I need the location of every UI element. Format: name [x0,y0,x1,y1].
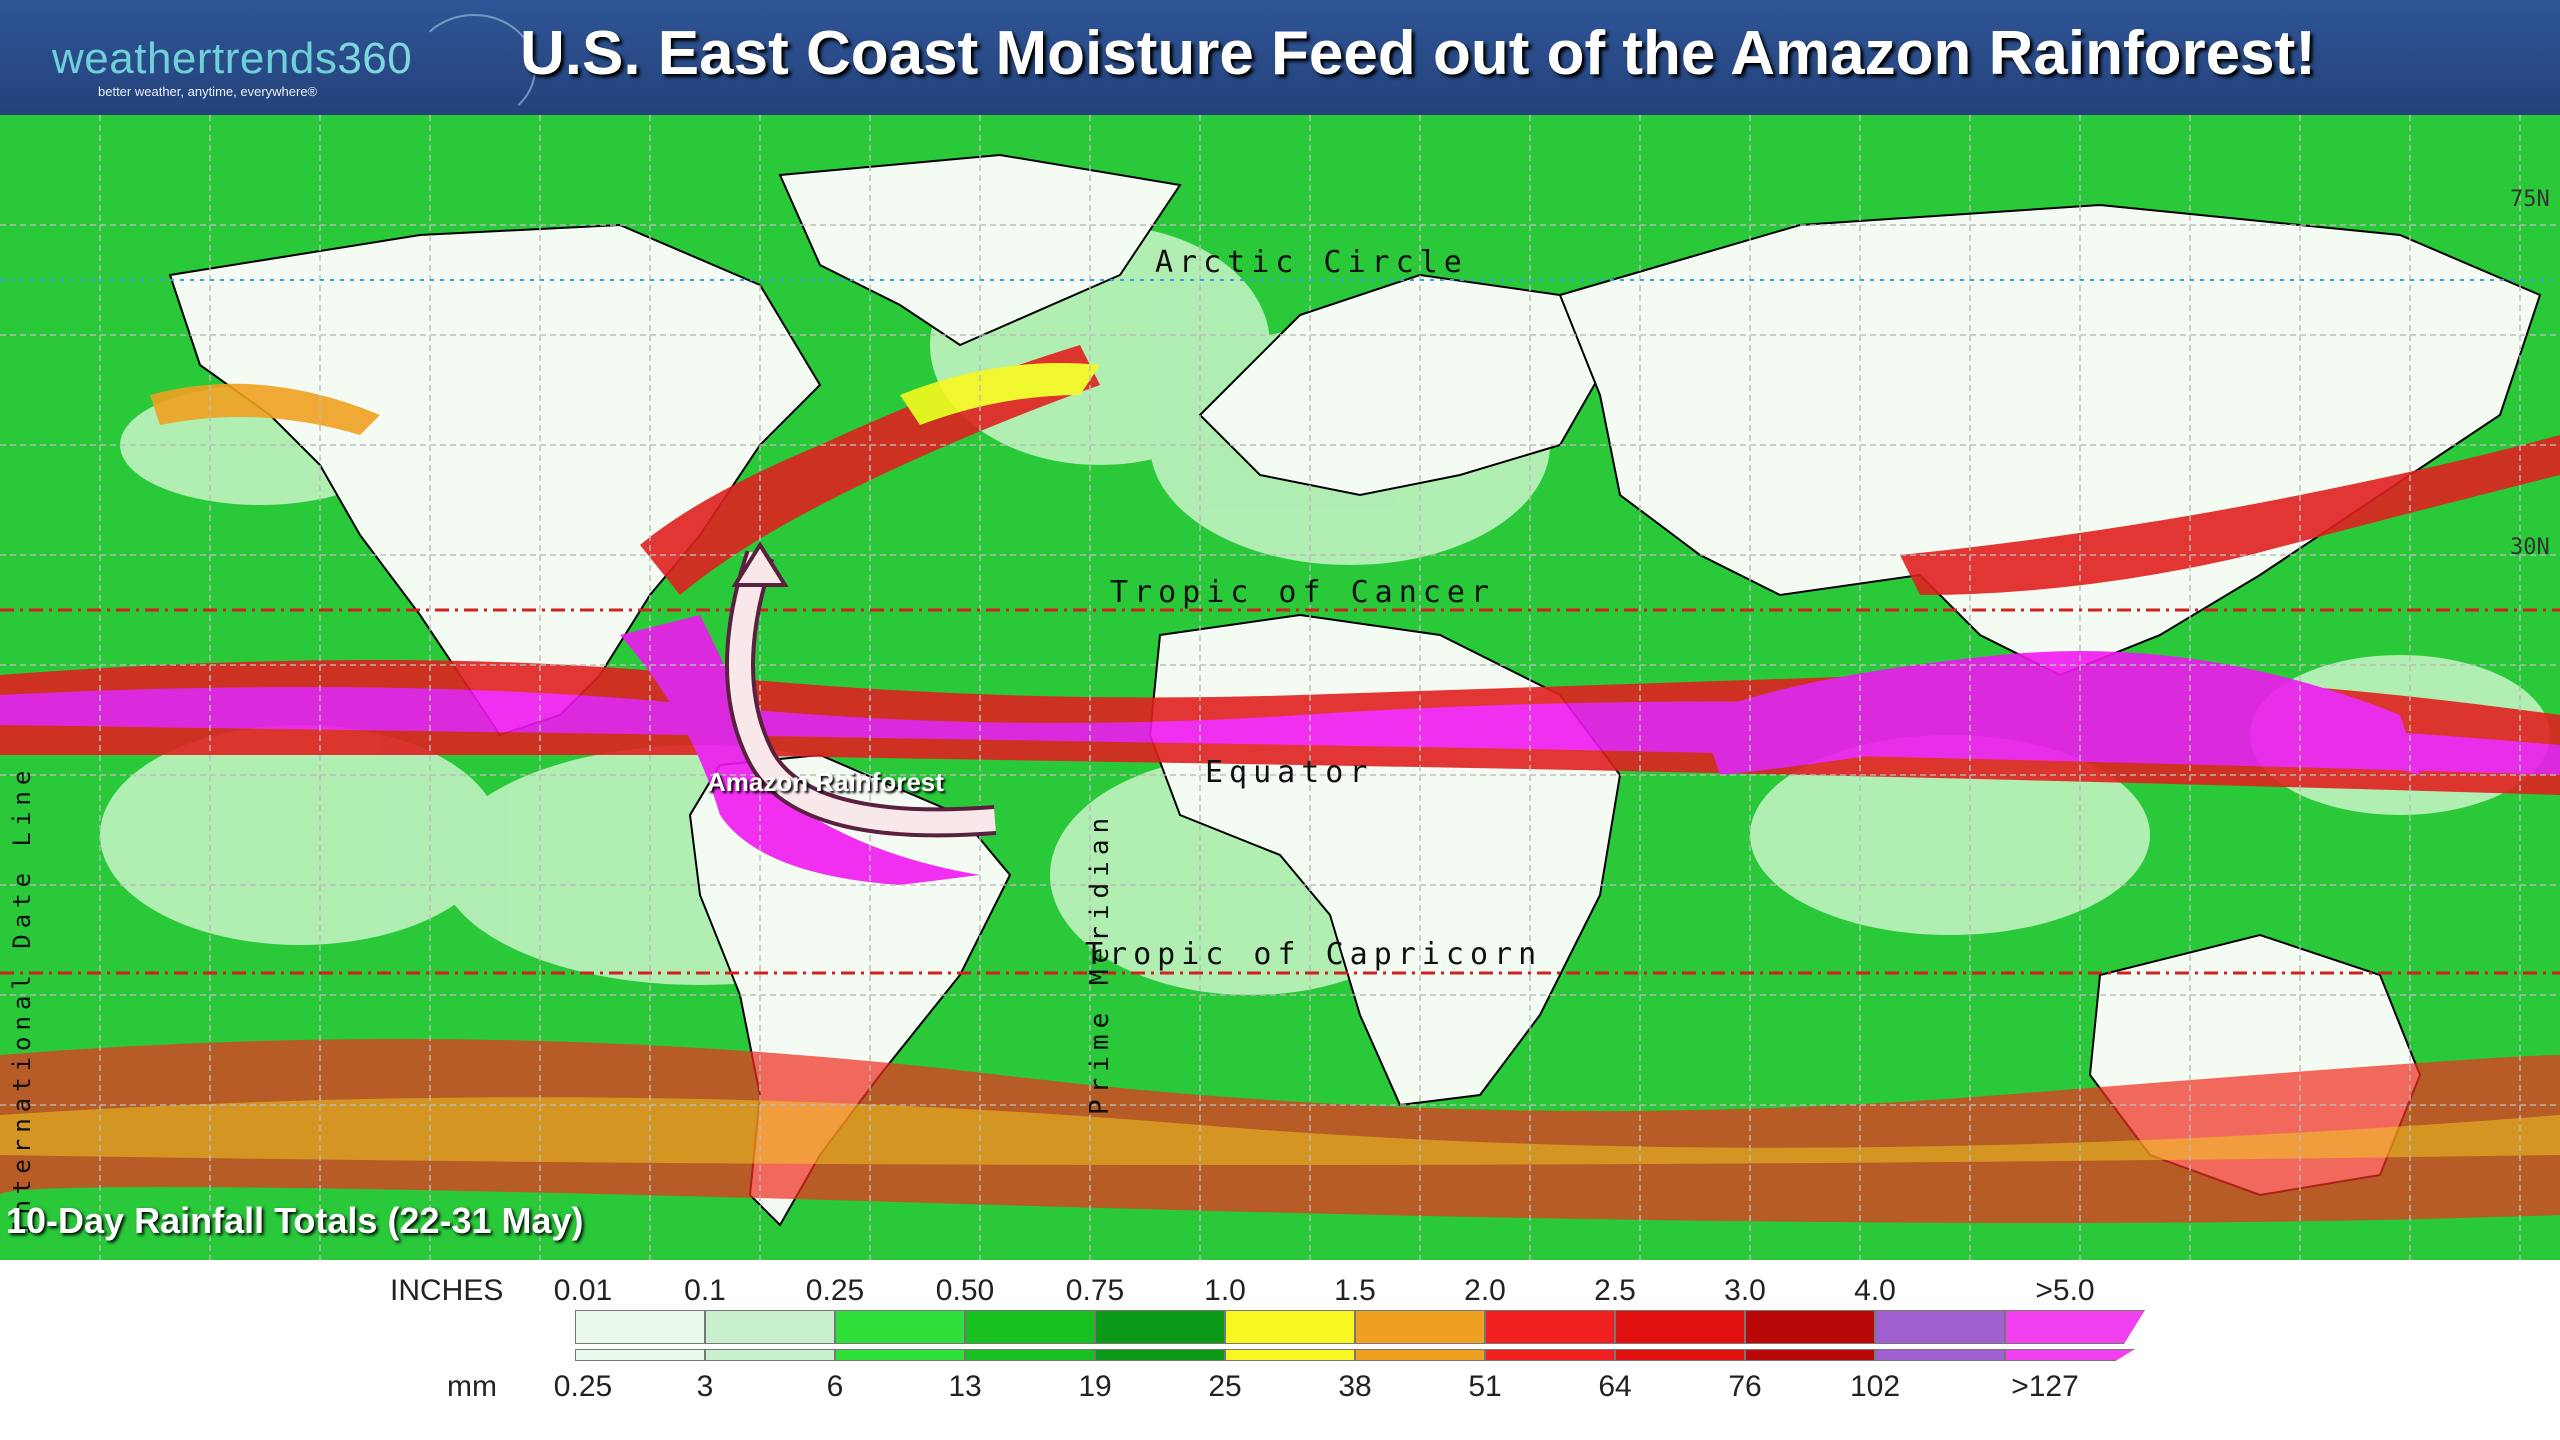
latitude-30n-label: 30N [2510,535,2550,560]
weathertrends360-logo[interactable]: weathertrends360 better weather, anytime… [52,14,536,123]
legend-mm-tick: 64 [1598,1370,1632,1403]
prime-meridian-label: Prime Meridian [1085,811,1115,1115]
legend-inch-tick: 0.75 [1065,1274,1125,1307]
legend-swatch [1875,1310,2005,1344]
legend-inch-tick: >5.0 [2035,1274,2095,1307]
header-bar: weathertrends360 better weather, anytime… [0,0,2560,123]
legend-mm-tick: 102 [1849,1370,1901,1403]
legend-swatch [835,1310,965,1344]
legend-mm-label: mm [447,1370,497,1403]
tropic-of-cancer-label: Tropic of Cancer [1110,575,1495,610]
tropic-of-capricorn-label: Tropic of Capricorn [1085,937,1543,972]
page-title: U.S. East Coast Moisture Feed out of the… [520,19,2316,88]
logo-ring-icon [412,14,536,123]
legend-mm-tick: 13 [948,1370,982,1403]
legend-swatch-mm [965,1349,1095,1361]
legend-mm-tick: 6 [826,1370,844,1403]
legend-swatch [1355,1310,1485,1344]
legend-inch-tick: 4.0 [1854,1274,1896,1307]
amazon-rainforest-annotation: Amazon Rainforest [707,767,944,797]
legend-inch-tick: 0.50 [935,1274,995,1307]
legend-inch-tick: 1.0 [1204,1274,1246,1307]
legend-inch-tick: 1.5 [1334,1274,1376,1307]
legend-swatch-mm [1355,1349,1485,1361]
date-line-label: International Date Line [8,764,36,1235]
legend-inch-tick: 0.25 [805,1274,865,1307]
legend-swatch-mm [1745,1349,1875,1361]
legend-inch-tick: 3.0 [1724,1274,1766,1307]
legend-swatch-mm [1875,1349,2005,1361]
logo-number: 360 [337,34,413,83]
legend-mm-tick: 38 [1338,1370,1372,1403]
legend-mm-tick: 0.25 [553,1370,613,1403]
legend-mm-tick: 19 [1078,1370,1112,1403]
legend-mm-tick: 51 [1468,1370,1502,1403]
rainfall-map: Arctic Circle Tropic of Cancer Equator T… [0,115,2560,1260]
legend-swatch [1615,1310,1745,1344]
legend-inch-tick: 0.1 [684,1274,726,1307]
map-graphic [0,115,2560,1260]
legend-swatch [2005,1310,2145,1344]
legend-swatch-mm [1225,1349,1355,1361]
legend-swatch-mm [705,1349,835,1361]
legend-inch-tick: 2.5 [1594,1274,1636,1307]
legend-swatch [1225,1310,1355,1344]
legend-swatch [1745,1310,1875,1344]
rainfall-legend: INCHES mm 0.01 0.1 0.25 0.50 0.75 1.0 1.5 2.0 2.… [0,1262,2560,1440]
legend-mm-tick: 25 [1208,1370,1242,1403]
logo-text: weathertrends [52,34,338,83]
legend-swatch [575,1310,705,1344]
legend-swatch-mm [1485,1349,1615,1361]
legend-inch-tick: 0.01 [553,1274,613,1307]
legend-mm-tick: 3 [696,1370,714,1403]
legend-swatch-mm [1095,1349,1225,1361]
legend-swatch [705,1310,835,1344]
latitude-75n-label: 75N [2510,187,2550,212]
legend-swatch [1485,1310,1615,1344]
equator-label: Equator [1205,755,1374,790]
legend-swatch-mm [835,1349,965,1361]
legend-swatch [965,1310,1095,1344]
legend-inches-label: INCHES [390,1274,504,1307]
legend-swatch-mm [2005,1349,2135,1361]
legend-swatch-mm [1615,1349,1745,1361]
rainfall-period-label: 10-Day Rainfall Totals (22-31 May) [6,1200,584,1241]
legend-mm-tick: >127 [2011,1370,2079,1403]
arctic-circle-label: Arctic Circle [1155,245,1468,280]
legend-mm-tick: 76 [1728,1370,1762,1403]
legend-inch-tick: 2.0 [1464,1274,1506,1307]
legend-swatch [1095,1310,1225,1344]
legend-swatch-mm [575,1349,705,1361]
logo-tagline: better weather, anytime, everywhere® [98,84,318,99]
